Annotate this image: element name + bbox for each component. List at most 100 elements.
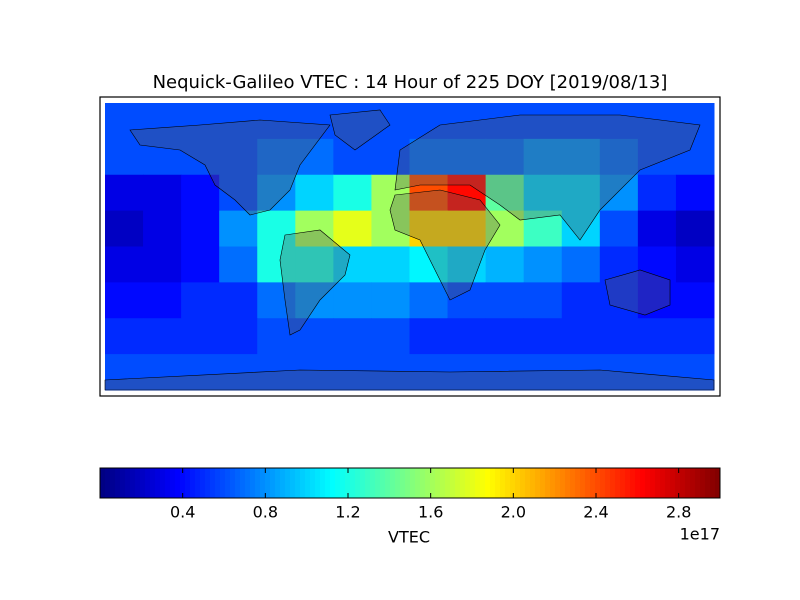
heatmap-cell bbox=[371, 318, 410, 355]
heatmap-cell bbox=[143, 103, 182, 140]
heatmap-cell bbox=[561, 354, 601, 391]
colorbar-strip bbox=[710, 468, 716, 498]
colorbar-strip bbox=[395, 468, 401, 498]
heatmap-cell bbox=[181, 318, 220, 355]
colorbar-strip bbox=[170, 468, 176, 498]
colorbar-strip bbox=[420, 468, 426, 498]
colorbar-strip bbox=[145, 468, 151, 498]
heatmap-cell bbox=[675, 103, 715, 140]
heatmap-cell bbox=[561, 103, 601, 140]
heatmap-cell bbox=[181, 103, 220, 140]
colorbar-strip bbox=[600, 468, 606, 498]
colorbar-strip bbox=[105, 468, 111, 498]
heatmap-cell bbox=[523, 282, 563, 319]
heatmap-cell bbox=[143, 210, 182, 247]
heatmap-cell bbox=[447, 210, 487, 247]
heatmap-cell bbox=[257, 354, 296, 391]
colorbar-strip bbox=[115, 468, 121, 498]
heatmap-cell bbox=[219, 103, 258, 140]
colorbar-strip bbox=[230, 468, 236, 498]
colorbar-strip bbox=[525, 468, 531, 498]
heatmap-cell bbox=[599, 103, 639, 140]
heatmap-cell bbox=[257, 318, 296, 355]
colorbar-strip bbox=[585, 468, 591, 498]
colorbar-strip bbox=[425, 468, 431, 498]
colorbar bbox=[100, 468, 721, 498]
heatmap-cell bbox=[447, 138, 487, 176]
colorbar-strip bbox=[440, 468, 446, 498]
colorbar-strip bbox=[165, 468, 171, 498]
heatmap-cell bbox=[333, 318, 372, 355]
colorbar-strip bbox=[300, 468, 306, 498]
colorbar-strip bbox=[455, 468, 461, 498]
colorbar-strip bbox=[345, 468, 351, 498]
colorbar-strip bbox=[550, 468, 556, 498]
colorbar-strip bbox=[470, 468, 476, 498]
colorbar-strip bbox=[660, 468, 666, 498]
land bbox=[279, 229, 351, 336]
colorbar-strip bbox=[210, 468, 216, 498]
heatmap-cell bbox=[143, 138, 182, 176]
heatmap-cell bbox=[105, 210, 144, 247]
colorbar-tick-label: 2.4 bbox=[583, 503, 608, 522]
colorbar-strip bbox=[200, 468, 206, 498]
colorbar-strip bbox=[390, 468, 396, 498]
heatmap-cell bbox=[409, 318, 449, 355]
heatmap-cell bbox=[295, 174, 334, 212]
colorbar-strip bbox=[245, 468, 251, 498]
heatmap-cell bbox=[181, 174, 220, 212]
heatmap-cell bbox=[523, 354, 563, 391]
heatmap-cell bbox=[181, 282, 220, 319]
heatmap-cell bbox=[523, 174, 563, 212]
heatmap-cell bbox=[599, 210, 639, 247]
colorbar-strip bbox=[570, 468, 576, 498]
heatmap-cell bbox=[105, 354, 144, 391]
heatmap-cell bbox=[371, 282, 410, 319]
colorbar-strip bbox=[375, 468, 381, 498]
heatmap-cell bbox=[675, 138, 715, 176]
colorbar-strip bbox=[575, 468, 581, 498]
heatmap-cell bbox=[599, 246, 639, 283]
heatmap-cell bbox=[637, 210, 677, 247]
colorbar-strip bbox=[110, 468, 116, 498]
colorbar-strip bbox=[475, 468, 481, 498]
heatmap-cell bbox=[219, 138, 258, 176]
colorbar-strip bbox=[195, 468, 201, 498]
heatmap-cell bbox=[333, 246, 372, 283]
colorbar-strip bbox=[340, 468, 346, 498]
colorbar-strip bbox=[645, 468, 651, 498]
colorbar-strip bbox=[590, 468, 596, 498]
heatmap-cell bbox=[105, 174, 144, 212]
heatmap-cell bbox=[637, 354, 677, 391]
colorbar-strip bbox=[225, 468, 231, 498]
colorbar-strip bbox=[595, 468, 601, 498]
heatmap-cell bbox=[485, 174, 525, 212]
heatmap-cell bbox=[485, 318, 525, 355]
colorbar-strip bbox=[565, 468, 571, 498]
heatmap-cell bbox=[143, 174, 182, 212]
heatmap-cell bbox=[675, 354, 715, 391]
heatmap-cell bbox=[561, 210, 601, 247]
colorbar-label: VTEC bbox=[388, 528, 430, 547]
heatmap-cells bbox=[105, 103, 715, 391]
heatmap-cell bbox=[561, 174, 601, 212]
heatmap-cell bbox=[371, 354, 410, 391]
colorbar-tick-label: 0.4 bbox=[170, 503, 195, 522]
heatmap-cell bbox=[143, 318, 182, 355]
land bbox=[329, 109, 391, 151]
map-frame bbox=[99, 96, 721, 397]
heatmap-cell bbox=[295, 318, 334, 355]
colorbar-strip bbox=[560, 468, 566, 498]
colorbar-strip bbox=[610, 468, 616, 498]
heatmap-cell bbox=[105, 246, 144, 283]
colorbar-strip bbox=[360, 468, 366, 498]
heatmap-cell bbox=[561, 138, 601, 176]
colorbar-strip bbox=[630, 468, 636, 498]
colorbar-tick-label: 2.8 bbox=[666, 503, 691, 522]
colorbar-tick-label: 2.0 bbox=[501, 503, 526, 522]
colorbar-strip bbox=[580, 468, 586, 498]
colorbar-strip bbox=[670, 468, 676, 498]
colorbar-strip bbox=[255, 468, 261, 498]
heatmap-cell bbox=[333, 103, 372, 140]
